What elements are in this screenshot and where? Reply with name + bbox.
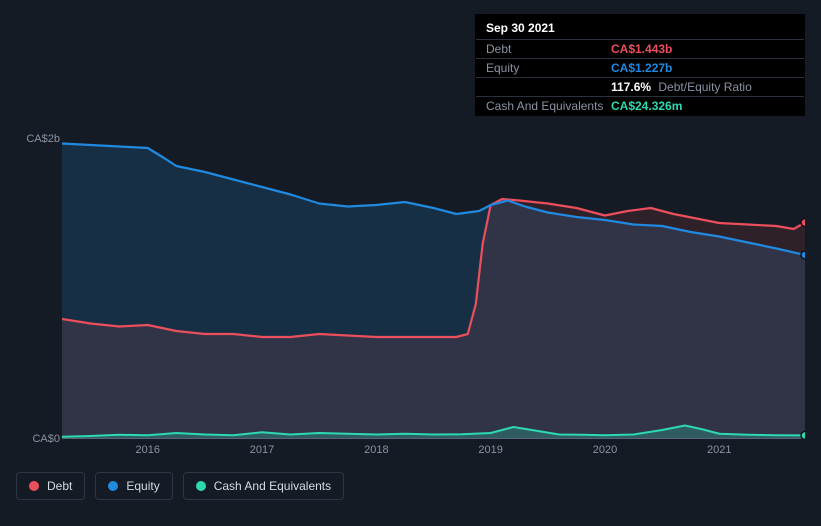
legend-label: Cash And Equivalents bbox=[214, 479, 331, 493]
x-axis-label: 2016 bbox=[135, 444, 159, 456]
tooltip-row-extra: Debt/Equity Ratio bbox=[655, 80, 752, 94]
tooltip-date: Sep 30 2021 bbox=[476, 15, 804, 39]
x-axis-labels: 2016 2017 2018 2019 2020 2021 bbox=[62, 444, 805, 464]
tooltip-row-label: Equity bbox=[486, 61, 611, 75]
legend-item-cash[interactable]: Cash And Equivalents bbox=[183, 472, 344, 500]
x-axis-label: 2020 bbox=[593, 444, 617, 456]
debt-end-marker bbox=[801, 219, 805, 227]
tooltip-row-label: Debt bbox=[486, 42, 611, 56]
tooltip-row-value: CA$1.227b bbox=[611, 61, 672, 75]
equity-end-marker bbox=[801, 251, 805, 259]
cash-dot-icon bbox=[196, 481, 206, 491]
chart-plot-area[interactable] bbox=[62, 139, 805, 439]
equity-dot-icon bbox=[108, 481, 118, 491]
chart-svg bbox=[62, 139, 805, 439]
chart-legend: Debt Equity Cash And Equivalents bbox=[16, 472, 344, 500]
x-axis-label: 2021 bbox=[707, 444, 731, 456]
legend-item-equity[interactable]: Equity bbox=[95, 472, 172, 500]
tooltip-row-value: 117.6% Debt/Equity Ratio bbox=[611, 80, 752, 94]
legend-label: Equity bbox=[126, 479, 159, 493]
cash-end-marker bbox=[801, 431, 805, 439]
chart-tooltip: Sep 30 2021 DebtCA$1.443bEquityCA$1.227b… bbox=[475, 14, 805, 116]
tooltip-row: Cash And EquivalentsCA$24.326m bbox=[476, 96, 804, 115]
y-axis-label: CA$2b bbox=[26, 133, 60, 145]
tooltip-row-value: CA$1.443b bbox=[611, 42, 672, 56]
x-axis-label: 2019 bbox=[478, 444, 502, 456]
x-axis-label: 2017 bbox=[250, 444, 274, 456]
tooltip-row: DebtCA$1.443b bbox=[476, 39, 804, 58]
legend-item-debt[interactable]: Debt bbox=[16, 472, 85, 500]
legend-label: Debt bbox=[47, 479, 72, 493]
tooltip-row: 117.6% Debt/Equity Ratio bbox=[476, 77, 804, 96]
debt-dot-icon bbox=[29, 481, 39, 491]
tooltip-row-label: Cash And Equivalents bbox=[486, 99, 611, 113]
y-axis-label: CA$0 bbox=[32, 433, 60, 445]
tooltip-row: EquityCA$1.227b bbox=[476, 58, 804, 77]
tooltip-row-value: CA$24.326m bbox=[611, 99, 682, 113]
x-axis-label: 2018 bbox=[364, 444, 388, 456]
